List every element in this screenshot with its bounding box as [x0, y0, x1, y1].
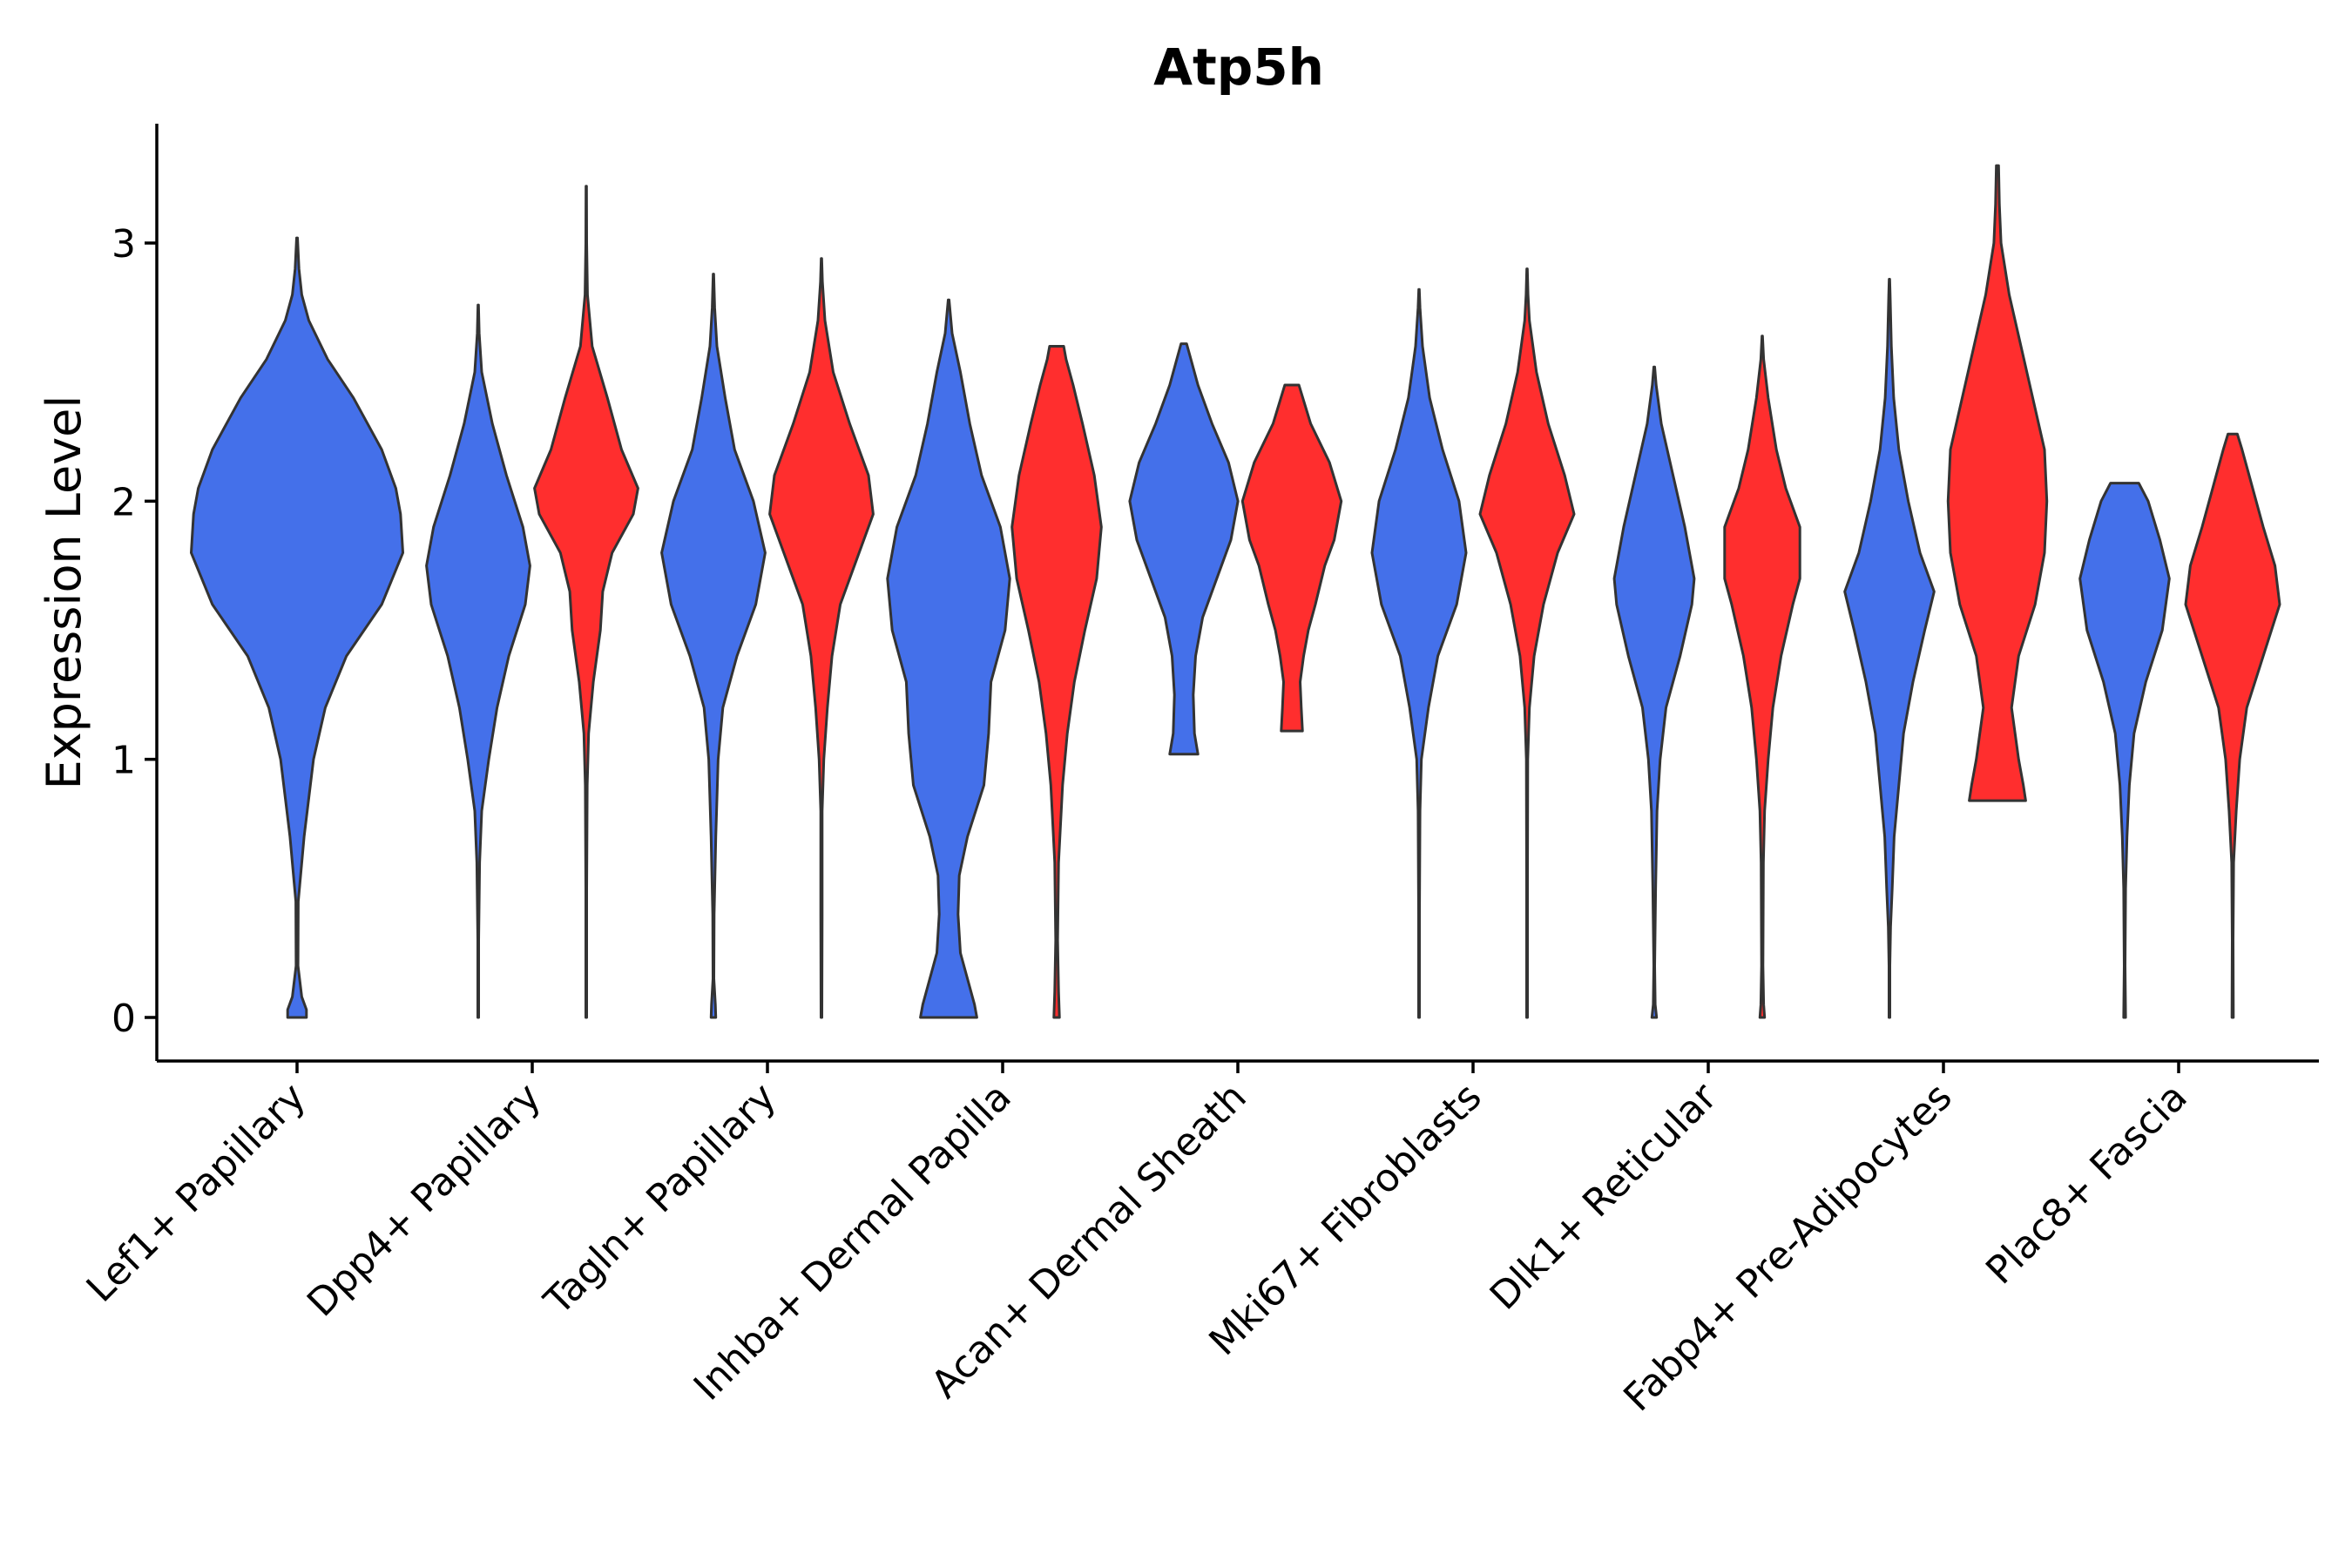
x-tick-label-5: Mki67+ Fibroblasts [1200, 1075, 1490, 1364]
violin-13-fabp4-pre-adipocytes-left [1843, 278, 1936, 1019]
violin-7-acan-dermal-sheath-left [1128, 342, 1240, 756]
violin-3-tagln-papillary-left [660, 273, 767, 1019]
violin-layer [190, 164, 2281, 1019]
y-tick-label-2: 2 [112, 480, 136, 524]
y-tick-label-0: 0 [112, 997, 136, 1041]
y-tick-label-1: 1 [112, 739, 136, 783]
violin-15-plac8-fascia-left [2078, 482, 2171, 1019]
violin-16-plac8-fascia-right [2184, 432, 2281, 1019]
violin-14-fabp4-pre-adipocytes-right [1946, 164, 2049, 802]
violin-0-lef1-papillary-center [190, 236, 404, 1019]
x-tick-label-2: Tagln+ Papillary [536, 1075, 785, 1324]
violin-8-acan-dermal-sheath-right [1240, 383, 1343, 733]
violin-5-inhba-dermal-papilla-left [886, 298, 1011, 1019]
violin-2-dpp4-papillary-right [533, 185, 639, 1019]
chart-title: Atp5h [1153, 37, 1324, 97]
x-tick-label-8: Plac8+ Fascia [1977, 1075, 2196, 1294]
violin-4-tagln-papillary-right [768, 257, 875, 1019]
violin-10-mki67-fibroblasts-right [1478, 267, 1576, 1019]
y-axis-ticks: 0 1 2 3 [112, 222, 157, 1041]
x-tick-label-0: Lef1+ Papillary [78, 1075, 314, 1311]
y-tick-label-3: 3 [112, 222, 136, 267]
violin-12-dlk1-reticular-right [1723, 335, 1801, 1019]
y-axis-label: Expression Level [37, 395, 91, 790]
x-tick-label-1: Dpp4+ Papillary [299, 1075, 550, 1326]
violin-6-inhba-dermal-papilla-right [1010, 345, 1103, 1019]
violin-1-dpp4-papillary-left [425, 303, 531, 1019]
violin-11-dlk1-reticular-left [1612, 365, 1696, 1019]
x-tick-label-6: Dlk1+ Reticular [1482, 1074, 1727, 1319]
violin-9-mki67-fibroblasts-left [1370, 287, 1468, 1019]
